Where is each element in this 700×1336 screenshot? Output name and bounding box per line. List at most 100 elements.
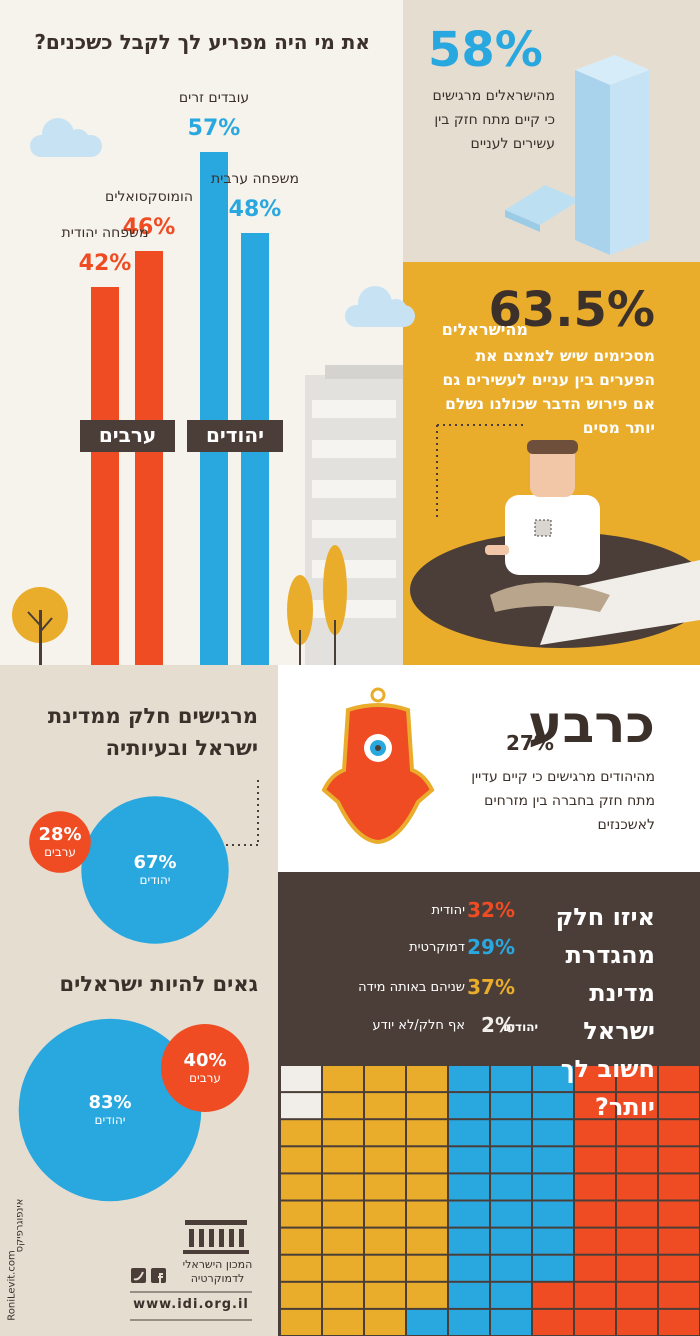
cloud [345, 286, 415, 327]
waffle-cell [659, 1255, 699, 1281]
legend-value: 32% [467, 898, 515, 922]
bubble-label: יהודים [139, 873, 171, 887]
waffle-cell [449, 1201, 489, 1227]
waffle-cell [617, 1282, 657, 1308]
waffle-cell [281, 1228, 321, 1254]
org-name: המכון הישראלי לדמוקרטיה [182, 1258, 253, 1285]
waffle-cell [449, 1066, 489, 1092]
waffle-cell [659, 1282, 699, 1308]
bar [91, 287, 119, 665]
waffle-cell [365, 1309, 405, 1335]
tree [12, 545, 347, 665]
waffle-cell [449, 1255, 489, 1281]
body-text: מהישראלים מרגישים כי קיים מתח חזק בין עש… [432, 88, 555, 152]
waffle-cell [281, 1147, 321, 1173]
waffle-cell [449, 1093, 489, 1119]
waffle-cell [281, 1309, 321, 1335]
waffle-cell [533, 1255, 573, 1281]
waffle-cell [659, 1201, 699, 1227]
waffle-cell [407, 1282, 447, 1308]
money-stack [505, 55, 650, 255]
hamsa [321, 687, 435, 845]
waffle-cell [407, 1201, 447, 1227]
social-icons [131, 1268, 166, 1283]
waffle-cell [281, 1093, 321, 1119]
waffle-cell [617, 1093, 657, 1119]
waffle-cell [617, 1174, 657, 1200]
waffle-cell [323, 1147, 363, 1173]
waffle-cell [449, 1120, 489, 1146]
waffle-cell [323, 1228, 363, 1254]
bar [200, 152, 228, 665]
waffle-cell [659, 1147, 699, 1173]
waffle-cell [407, 1255, 447, 1281]
waffle-cell [281, 1255, 321, 1281]
waffle-cell [533, 1120, 573, 1146]
bubble-label: ערבים [44, 845, 76, 859]
group-label: ערבים [98, 423, 157, 447]
waffle-cell [575, 1066, 615, 1092]
waffle-cell [407, 1309, 447, 1335]
waffle-cell [533, 1174, 573, 1200]
waffle-cell [365, 1174, 405, 1200]
waffle-cell [575, 1282, 615, 1308]
waffle-cell [281, 1282, 321, 1308]
legend-value: 37% [467, 975, 515, 999]
bar-label: משפחה יהודית [61, 225, 149, 241]
legend-label: שניהם באותה מידה [358, 980, 465, 995]
logo [183, 1220, 249, 1254]
waffle-cell [407, 1147, 447, 1173]
dotted-line [436, 424, 525, 520]
figure: 63.5% [488, 282, 655, 338]
waffle-cell [323, 1282, 363, 1308]
waffle-cell [533, 1201, 573, 1227]
waffle-cell [533, 1066, 573, 1092]
waffle-cell [281, 1120, 321, 1146]
dotted-line [225, 780, 259, 846]
waffle-cell [491, 1255, 531, 1281]
bar-label: משפחה ערבית [210, 171, 299, 187]
waffle-cell [365, 1120, 405, 1146]
waffle-cell [323, 1066, 363, 1092]
waffle-cell [659, 1228, 699, 1254]
waffle-cell [449, 1174, 489, 1200]
waffle-cell [575, 1201, 615, 1227]
waffle-cell [365, 1066, 405, 1092]
man-illustration [410, 440, 700, 648]
waffle-cell [533, 1282, 573, 1308]
waffle-cell [491, 1228, 531, 1254]
section-title: גאים להיות ישראלים [59, 972, 258, 996]
bar-value-label: 48% [228, 197, 282, 222]
body-text: מסכימים שיש לצמצם את הפערים בין עניים לע… [442, 347, 655, 437]
waffle-cell [365, 1147, 405, 1173]
waffle-cell [365, 1282, 405, 1308]
section-title: מרגישים חלק ממדינת ישראל ובעיותיה [47, 704, 258, 760]
waffle-cell [491, 1282, 531, 1308]
url: www.idi.org.il [133, 1297, 249, 1312]
waffle-cell [281, 1201, 321, 1227]
waffle-cell [449, 1309, 489, 1335]
building [305, 365, 403, 665]
waffle-cell [617, 1066, 657, 1092]
bubble [18, 1018, 202, 1202]
waffle-cell [575, 1228, 615, 1254]
bar [135, 251, 163, 665]
bubble-label: ערבים [189, 1071, 221, 1085]
waffle-cell [617, 1120, 657, 1146]
waffle-cell [659, 1120, 699, 1146]
waffle-cell [575, 1147, 615, 1173]
waffle-cell [659, 1093, 699, 1119]
bar-label: הומוסקסואלים [105, 189, 193, 205]
chart-title: את מי היה מפריע לך לקבל כשכנים? [34, 30, 370, 54]
lead-text: מהישראלים [441, 320, 528, 339]
waffle-cell [365, 1228, 405, 1254]
waffle-cell [533, 1228, 573, 1254]
waffle-cell [617, 1255, 657, 1281]
legend-value: 29% [467, 935, 515, 959]
bubble [161, 1024, 249, 1112]
waffle-cell [323, 1309, 363, 1335]
bubble-label: יהודים [94, 1113, 126, 1127]
waffle-cell [575, 1255, 615, 1281]
waffle-cell [659, 1174, 699, 1200]
